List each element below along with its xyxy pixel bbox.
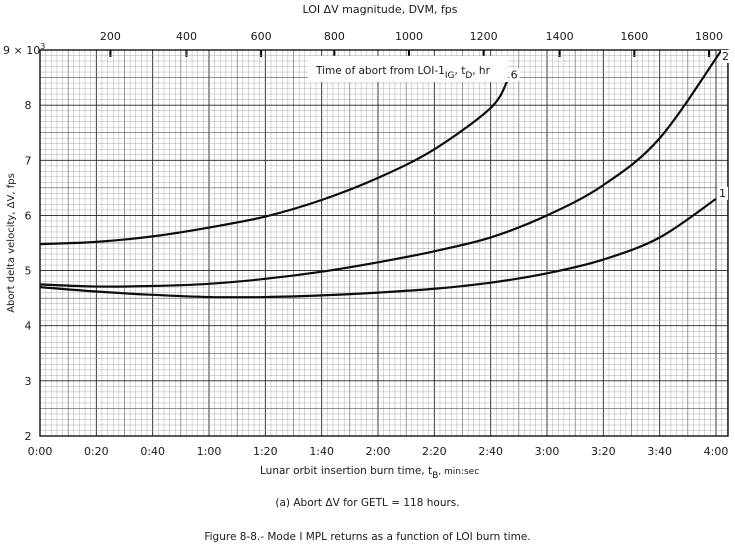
y-tick-label: 3 [25, 375, 32, 388]
x-axis-ticks: 0:00 0:20 0:40 1:00 1:20 1:40 2:00 2:20 2:40 3:00… [28, 445, 729, 458]
top-tick-label: 200 [100, 30, 121, 43]
y-tick-label: 2 [25, 430, 32, 443]
grid [40, 50, 728, 436]
svg-text:9 × 103: 9 × 103 [3, 42, 45, 57]
y-tick-label: 6 [25, 209, 32, 222]
y-multiplier: 9 × 103 [3, 42, 45, 57]
x-tick-label: 0:00 [28, 445, 53, 458]
series-label-1: 1 [719, 187, 726, 200]
y-axis-label: Abort delta velocity, ΔV, fps [6, 173, 17, 313]
x-tick-label: 0:20 [84, 445, 109, 458]
x-tick-label: 2:00 [366, 445, 391, 458]
curve-series-6 [40, 79, 509, 246]
curves [40, 50, 723, 299]
y-tick-label: 8 [25, 99, 32, 112]
x-tick-label: 4:00 [704, 445, 729, 458]
x-tick-label: 2:20 [422, 445, 447, 458]
x-tick-label: 1:40 [309, 445, 334, 458]
series-label-bg [721, 50, 731, 63]
legend-title: Time of abort from LOI-1IG, tD, hr [315, 65, 491, 81]
plot-frame [39, 49, 729, 437]
series-labels: 6 2 1 [509, 50, 731, 200]
top-tick-label: 400 [176, 30, 197, 43]
series-label-bg [509, 68, 520, 82]
series-label-bg [718, 186, 728, 200]
x-tick-label: 0:40 [140, 445, 165, 458]
top-axis-ticks: 200 400 600 800 1000 1200 1400 1600 1800 [100, 30, 723, 57]
x-tick-label: 2:40 [478, 445, 503, 458]
legend-box: Time of abort from LOI-1IG, tD, hr [308, 56, 508, 82]
x-axis-label: Lunar orbit insertion burn time, tB, min… [260, 465, 479, 481]
top-tick-label: 1800 [695, 30, 723, 43]
series-label-6: 6 [511, 68, 518, 81]
x-tick-label: 3:20 [591, 445, 616, 458]
y-tick-label: 4 [25, 320, 32, 333]
x-tick-label: 3:40 [647, 445, 672, 458]
curve-series-1 [40, 197, 717, 299]
x-tick-label: 1:20 [253, 445, 278, 458]
y-tick-label: 7 [25, 154, 32, 167]
figure-caption: Figure 8-8.- Mode I MPL returns as a fun… [204, 531, 531, 543]
x-tick-label: 1:00 [197, 445, 222, 458]
top-tick-label: 1600 [620, 30, 648, 43]
x-tick-label: 3:00 [535, 445, 560, 458]
y-axis-ticks: 8 7 6 5 4 3 2 [25, 99, 32, 443]
top-tick-label: 600 [251, 30, 272, 43]
series-label-2: 2 [722, 50, 729, 63]
curve-series-2 [40, 50, 723, 288]
top-tick-label: 1000 [395, 30, 423, 43]
top-tick-label: 1400 [546, 30, 574, 43]
y-tick-label: 5 [25, 265, 32, 278]
top-tick-label: 800 [324, 30, 345, 43]
subfigure-caption: (a) Abort ΔV for GETL = 118 hours. [275, 497, 460, 509]
top-tick-label: 1200 [470, 30, 498, 43]
top-axis-label: LOI ΔV magnitude, DVM, fps [302, 3, 457, 16]
